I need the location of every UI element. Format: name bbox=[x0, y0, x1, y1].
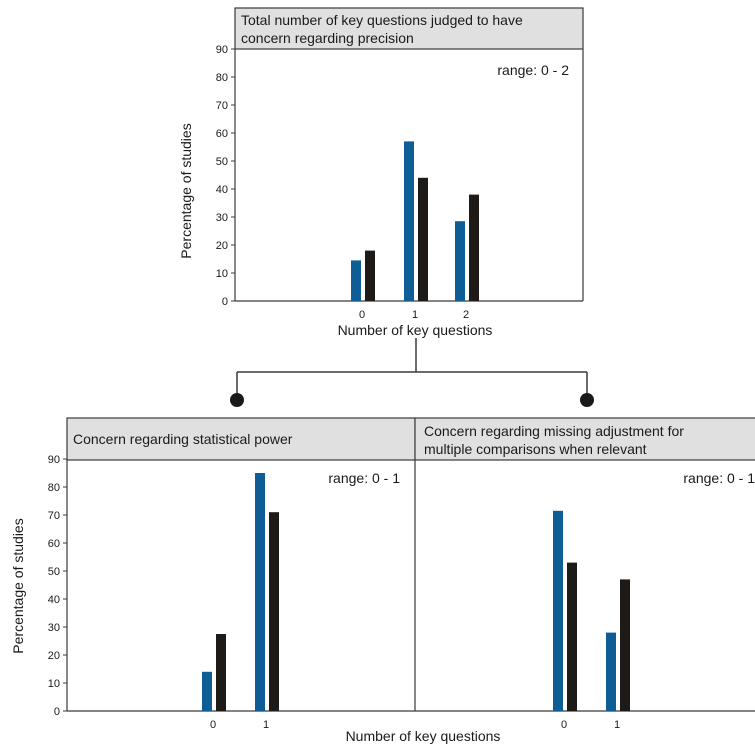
chart-top-range-note: range: 0 - 2 bbox=[497, 62, 569, 78]
y-tick-label: 10 bbox=[48, 678, 60, 690]
x-category-label: 0 bbox=[561, 719, 567, 731]
bar-series-a-cat-1 bbox=[606, 632, 616, 711]
y-tick-label: 10 bbox=[216, 268, 228, 280]
chart-br-range-note: range: 0 - 1 bbox=[683, 470, 755, 486]
y-tick-label: 0 bbox=[222, 296, 228, 308]
connector-bracket bbox=[230, 338, 594, 407]
bar-series-a-cat-1 bbox=[255, 473, 265, 711]
bar-series-b-cat-0 bbox=[216, 634, 226, 711]
y-tick-label: 20 bbox=[48, 650, 60, 662]
chart-top-title-line-2: concern regarding precision bbox=[241, 30, 414, 46]
chart-bl-title-line-1: Concern regarding statistical power bbox=[73, 431, 293, 447]
bar-series-b-cat-0 bbox=[365, 250, 375, 301]
bar-series-b-cat-1 bbox=[418, 177, 428, 301]
bar-series-a-cat-1 bbox=[404, 141, 414, 301]
chart-bl-range-note: range: 0 - 1 bbox=[328, 470, 400, 486]
chart-top-x-axis-label: Number of key questions bbox=[338, 322, 493, 338]
connector-right-dot bbox=[580, 393, 594, 407]
y-tick-label: 40 bbox=[48, 594, 60, 606]
y-tick-label: 90 bbox=[48, 454, 60, 466]
bar-series-a-cat-2 bbox=[455, 221, 465, 301]
y-tick-label: 50 bbox=[216, 156, 228, 168]
y-tick-label: 40 bbox=[216, 184, 228, 196]
bar-series-b-cat-0 bbox=[567, 562, 577, 711]
connector-left-dot bbox=[230, 393, 244, 407]
bar-series-a-cat-0 bbox=[351, 260, 361, 301]
y-tick-label: 80 bbox=[216, 72, 228, 84]
y-tick-label: 30 bbox=[48, 622, 60, 634]
x-category-label: 0 bbox=[359, 309, 365, 321]
x-category-label: 1 bbox=[614, 719, 620, 731]
chart-top-title-box bbox=[234, 7, 584, 50]
bar-series-a-cat-0 bbox=[553, 510, 563, 711]
y-tick-label: 70 bbox=[48, 510, 60, 522]
y-tick-label: 70 bbox=[216, 100, 228, 112]
y-tick-label: 50 bbox=[48, 566, 60, 578]
x-category-label: 1 bbox=[412, 309, 418, 321]
chart-top: Total number of key questions judged to … bbox=[178, 7, 584, 338]
chart-bottom-left: Concern regarding statistical power rang… bbox=[10, 417, 416, 731]
y-tick-label: 80 bbox=[48, 482, 60, 494]
chart-br-title-box bbox=[414, 417, 755, 461]
bar-series-b-cat-1 bbox=[620, 579, 630, 711]
chart-top-y-axis-label: Percentage of studies bbox=[178, 123, 194, 258]
chart-bottom-right: Concern regarding missing adjustment for… bbox=[414, 417, 755, 731]
y-tick-label: 0 bbox=[54, 706, 60, 718]
y-tick-label: 20 bbox=[216, 240, 228, 252]
bar-series-b-cat-1 bbox=[269, 512, 279, 711]
chart-bl-y-axis-label: Percentage of studies bbox=[10, 518, 26, 653]
y-tick-label: 60 bbox=[48, 538, 60, 550]
x-category-label: 0 bbox=[210, 719, 216, 731]
y-tick-label: 90 bbox=[216, 44, 228, 56]
chart-top-title-line-1: Total number of key questions judged to … bbox=[241, 12, 523, 28]
chart-bottom-x-axis-label: Number of key questions bbox=[346, 728, 501, 744]
chart-bl-title-box bbox=[66, 417, 416, 461]
y-tick-label: 30 bbox=[216, 212, 228, 224]
bar-series-b-cat-2 bbox=[469, 194, 479, 301]
bar-series-a-cat-0 bbox=[202, 671, 212, 711]
x-category-label: 2 bbox=[463, 309, 469, 321]
chart-br-title-line-1: Concern regarding missing adjustment for bbox=[424, 423, 684, 439]
y-tick-label: 60 bbox=[216, 128, 228, 140]
x-category-label: 1 bbox=[263, 719, 269, 731]
chart-br-title-line-2: multiple comparisons when relevant bbox=[424, 441, 647, 457]
